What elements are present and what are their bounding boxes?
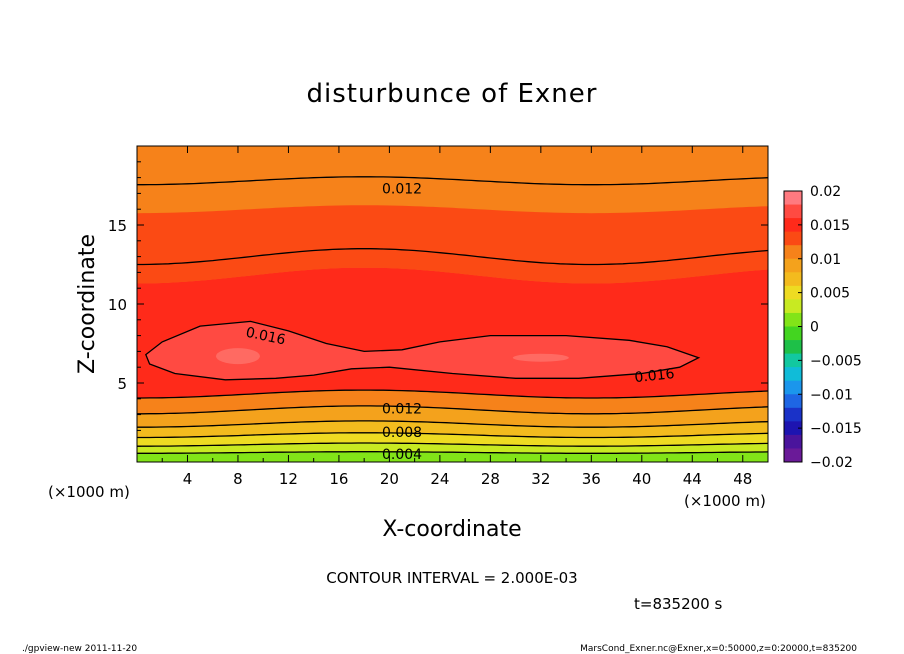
x-tick-label: 36 [582, 470, 601, 488]
filled-contour-bands [137, 146, 768, 462]
contour-line [137, 405, 768, 415]
colorbar: 0.02 0.015 0.01 0.005 0 −0.005 −0.01 −0.015 −0.0… [783, 184, 862, 471]
contour-label: 0.012 [382, 182, 422, 198]
y-tick-label: 5 [117, 375, 127, 393]
chart-title: disturbunce of Exner [307, 79, 598, 109]
colorbar-segment [784, 380, 802, 395]
time-label: t=835200 s [634, 595, 722, 613]
colorbar-segment [784, 340, 802, 354]
x-axis-unit-right: (×1000 m) [684, 492, 766, 510]
colorbar-segment [784, 434, 802, 449]
x-axis-label: X-coordinate [382, 517, 521, 542]
colorbar-tick-label: −0.01 [810, 387, 853, 403]
x-tick-label: 12 [279, 470, 298, 488]
colorbar-tick-label: −0.015 [810, 421, 862, 437]
x-tick-label: 44 [683, 470, 702, 488]
contour-band [137, 146, 768, 214]
contour-line [137, 442, 768, 447]
contour-label-text: 0.008 [382, 425, 422, 441]
colorbar-tick-label: −0.02 [810, 455, 853, 471]
colorbar-segment [784, 312, 802, 327]
x-tick-label: 48 [733, 470, 752, 488]
colorbar-segment [784, 299, 802, 314]
colorbar-segment [784, 218, 802, 233]
contour-line [137, 176, 768, 186]
x-axis-ticks: 4 8 12 16 20 24 28 32 36 40 44 48 [161, 146, 769, 488]
colorbar-segment [784, 394, 802, 409]
contour-line [137, 451, 768, 454]
x-tick-label: 40 [632, 470, 651, 488]
x-tick-label: 16 [329, 470, 348, 488]
x-tick-label: 32 [531, 470, 550, 488]
contour-label-text: 0.012 [382, 401, 422, 417]
contour-line-0.016 [145, 320, 701, 381]
colorbar-segment [784, 191, 802, 205]
contour-label: 0.012 [382, 401, 422, 417]
contour-band-peak [215, 348, 260, 365]
footer-right-label: MarsCond_Exner.nc@Exner,x=0:50000,z=0:20… [580, 644, 857, 654]
colorbar-segment [784, 407, 802, 422]
colorbar-segment [784, 272, 802, 287]
x-tick-label: 4 [183, 470, 193, 488]
colorbar-tick-label: 0.02 [810, 184, 841, 200]
contour-label: 0.004 [382, 447, 422, 463]
y-axis-label: Z-coordinate [75, 234, 100, 374]
colorbar-tick-label: 0.015 [810, 218, 850, 234]
colorbar-segment [784, 448, 802, 463]
x-tick-label: 8 [233, 470, 243, 488]
x-tick-label: 20 [380, 470, 399, 488]
contour-label-text: 0.004 [382, 447, 422, 463]
contour-label: 0.016 [634, 366, 676, 386]
colorbar-segment [784, 421, 802, 436]
y-tick-label: 15 [108, 217, 127, 235]
x-tick-label: 28 [481, 470, 500, 488]
contour-line [137, 248, 768, 266]
contour-line [137, 389, 768, 399]
contour-line [137, 420, 768, 428]
x-tick-label: 24 [430, 470, 449, 488]
colorbar-segment [784, 326, 802, 341]
y-axis-ticks: 5 10 15 [108, 161, 768, 447]
contour-label: 0.008 [382, 425, 422, 441]
contour-label-text: 0.016 [634, 366, 676, 386]
colorbar-segment [784, 258, 802, 273]
colorbar-segment [784, 353, 802, 368]
contour-band [137, 451, 768, 462]
y-tick-label: 10 [108, 296, 127, 314]
colorbar-segment [784, 285, 802, 300]
colorbar-segment [784, 231, 802, 246]
footer-left-label: ./gpview-new 2011-11-20 [22, 644, 137, 654]
colorbar-segment [784, 367, 802, 382]
colorbar-segment [784, 204, 802, 219]
colorbar-tick-label: 0.005 [810, 286, 850, 302]
contour-band [137, 205, 768, 284]
contour-label-text: 0.012 [382, 182, 422, 198]
colorbar-segment [784, 245, 802, 260]
contour-lines [137, 176, 768, 454]
plot-area [137, 146, 768, 462]
x-axis-unit-left: (×1000 m) [48, 483, 130, 501]
colorbar-tick-label: 0 [810, 320, 819, 336]
contour-band-peak [512, 353, 569, 362]
contour-band [137, 432, 768, 447]
contour-interval-label: CONTOUR INTERVAL = 2.000E-03 [326, 569, 577, 587]
contour-line [137, 432, 768, 439]
contour-band [137, 443, 768, 454]
colorbar-tick-label: 0.01 [810, 252, 841, 268]
colorbar-tick-label: −0.005 [810, 353, 862, 369]
contour-band [137, 390, 768, 414]
